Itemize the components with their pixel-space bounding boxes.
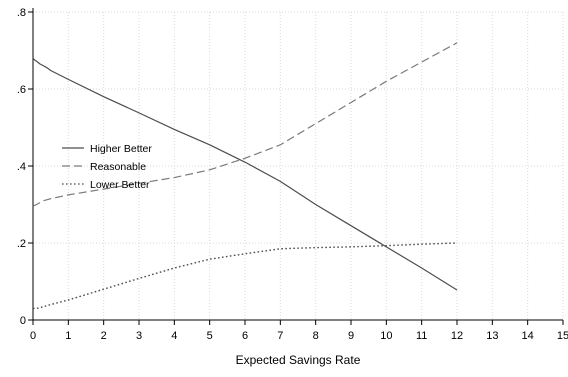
x-tick-label: 10 [380, 330, 392, 342]
x-tick-label: 2 [101, 330, 107, 342]
x-tick-label: 12 [451, 330, 463, 342]
y-tick-label: .6 [17, 84, 26, 96]
x-tick-label: 6 [242, 330, 248, 342]
x-tick-label: 15 [557, 330, 568, 342]
x-tick-label: 4 [171, 330, 177, 342]
x-tick-label: 13 [486, 330, 498, 342]
legend-label-lower-better: Lower Better [90, 179, 150, 191]
x-tick-label: 8 [313, 330, 319, 342]
x-tick-label: 14 [522, 330, 534, 342]
x-tick-label: 0 [30, 330, 36, 342]
y-tick-label: 0 [20, 315, 26, 327]
y-tick-label: .8 [17, 7, 26, 19]
x-tick-label: 1 [65, 330, 71, 342]
series-line-reasonable [32, 42, 458, 207]
x-tick-label: 9 [348, 330, 354, 342]
axes: 0 1 2 3 4 5 6 7 8 9 10 11 12 13 14 150.2.4.6.8 [17, 7, 568, 342]
y-tick-label: .4 [17, 161, 26, 173]
x-axis-title: Expected Savings Rate [236, 353, 361, 367]
series-lines [32, 42, 458, 310]
x-tick-label: 3 [136, 330, 142, 342]
series-line-higher-better [32, 57, 458, 291]
x-tick-label: 5 [207, 330, 213, 342]
legend-label-reasonable: Reasonable [90, 161, 146, 173]
x-tick-label: 7 [277, 330, 283, 342]
legend-label-higher-better: Higher Better [90, 143, 152, 155]
series-line-lower-better [33, 242, 458, 310]
legend: Higher Better Reasonable Lower Better [62, 143, 152, 191]
x-tick-label: 11 [416, 330, 427, 342]
y-tick-label: .2 [17, 238, 26, 250]
